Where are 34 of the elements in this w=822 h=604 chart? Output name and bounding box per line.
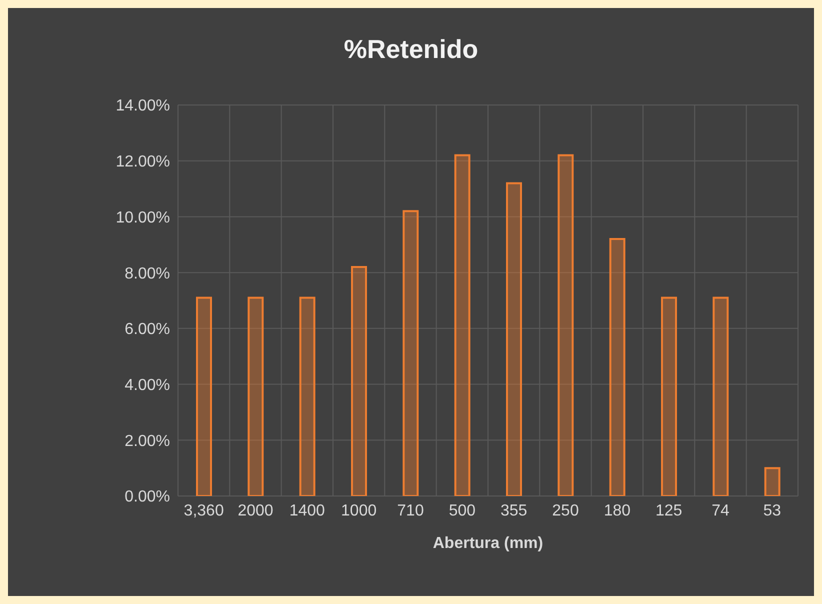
bar <box>402 210 419 496</box>
x-tick-label: 250 <box>552 502 579 520</box>
y-tick-label: 6.00% <box>124 321 170 338</box>
x-tick-label: 500 <box>448 502 476 520</box>
x-tick-label: 53 <box>763 502 782 520</box>
bar <box>351 266 367 496</box>
y-tick-label: 2.00% <box>124 432 170 450</box>
bar <box>609 238 626 496</box>
y-tick-label: 4.00% <box>124 376 170 394</box>
x-tick-label: 355 <box>500 502 528 520</box>
y-tick-label: 10.00% <box>116 209 170 226</box>
bar <box>661 296 677 496</box>
y-tick-label: 0.00% <box>124 488 170 506</box>
bar <box>764 467 780 496</box>
bar <box>712 296 729 496</box>
bar <box>299 296 316 496</box>
chart-title: %Retenido <box>342 34 480 65</box>
x-axis-title: Abertura (mm) <box>432 535 544 552</box>
x-tick-label: 1000 <box>341 502 377 520</box>
x-tick-label: 180 <box>604 502 631 520</box>
x-tick-label: 74 <box>712 502 730 520</box>
x-tick-label: 125 <box>655 502 682 520</box>
x-tick-label: 3,360 <box>184 502 224 520</box>
bar <box>558 154 574 496</box>
y-tick-label: 12.00% <box>116 154 170 171</box>
x-tick-label: 2000 <box>238 502 274 520</box>
bar <box>196 296 212 496</box>
x-tick-label: 1400 <box>289 502 326 520</box>
bar <box>506 182 522 496</box>
bar <box>248 296 264 496</box>
x-tick-label: 710 <box>397 502 424 520</box>
y-tick-label: 8.00% <box>124 265 170 282</box>
y-tick-label: 14.00% <box>116 98 170 115</box>
bar <box>454 154 470 496</box>
